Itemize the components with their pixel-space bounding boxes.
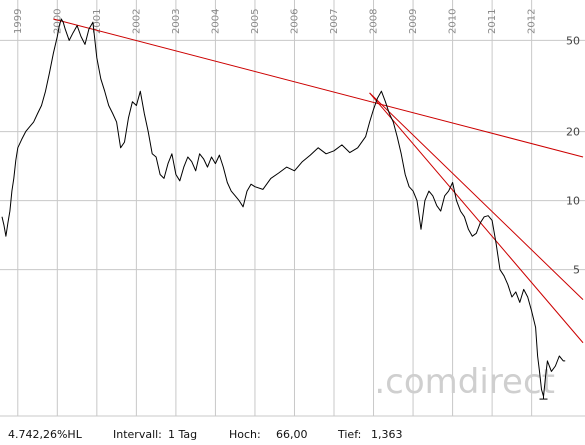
x-axis-year-labels: 1999 2000 2001 2002 2003 2004 2005 2006 2007 2008…: [13, 9, 538, 34]
trendline: [53, 18, 584, 158]
trendlines: [53, 18, 584, 344]
watermark-logo: .comdirect: [374, 362, 555, 402]
interval-label: Intervall:: [113, 428, 162, 441]
x-tick-label: 2007: [329, 9, 340, 34]
price-series: [1, 18, 566, 400]
y-tick-label: 20: [566, 126, 580, 139]
y-axis-tick-labels: 5 10 20 50: [566, 34, 580, 276]
chart-footer: 4.742,26%HL Intervall: 1 Tag Hoch: 66,00…: [8, 428, 403, 441]
x-tick-label: 2005: [250, 9, 261, 34]
series-line: [1, 18, 566, 397]
x-tick-label: 2002: [131, 9, 142, 34]
x-tick-label: 2008: [369, 9, 380, 34]
interval-value: 1 Tag: [168, 428, 197, 441]
high-value: 66,00: [276, 428, 308, 441]
trendline: [369, 92, 584, 344]
x-tick-label: 1999: [13, 9, 24, 34]
y-tick-label: 5: [573, 264, 580, 277]
performance-value: 4.742,26%HL: [8, 428, 83, 441]
x-tick-label: 2001: [92, 9, 103, 34]
x-tick-label: 2011: [487, 9, 498, 34]
high-label: Hoch:: [229, 428, 261, 441]
low-value: 1,363: [371, 428, 403, 441]
y-tick-label: 50: [566, 34, 580, 47]
x-tick-label: 2006: [289, 9, 300, 34]
trendline: [369, 92, 584, 300]
grid: [0, 0, 585, 416]
x-tick-label: 2000: [52, 9, 63, 34]
x-tick-label: 2003: [171, 9, 182, 34]
x-tick-label: 2009: [408, 9, 419, 34]
x-tick-label: 2012: [527, 9, 538, 34]
x-tick-label: 2010: [448, 9, 459, 34]
y-tick-label: 10: [566, 195, 580, 208]
low-label: Tief:: [337, 428, 361, 441]
x-tick-label: 2004: [210, 9, 221, 34]
